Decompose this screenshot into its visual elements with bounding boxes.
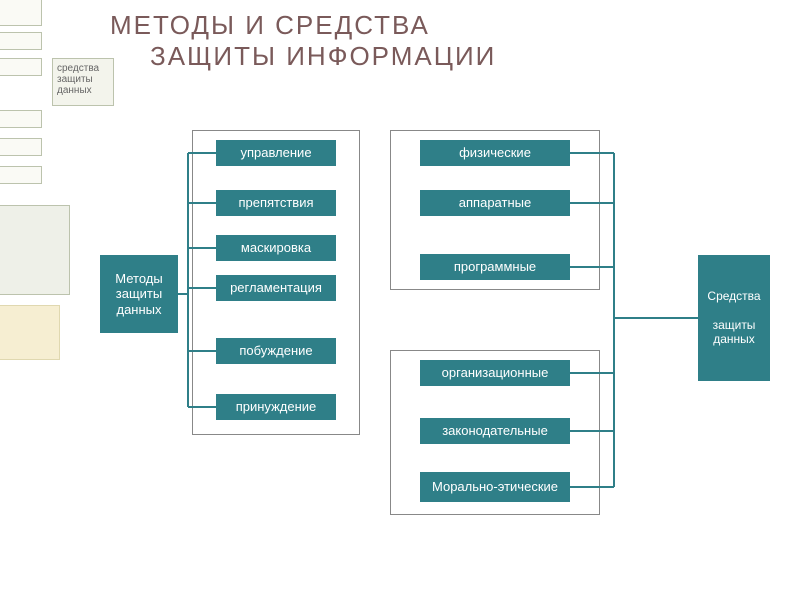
means-box: аппаратные [420, 190, 570, 216]
means-box: физические [420, 140, 570, 166]
means-box: Морально-этические [420, 472, 570, 502]
deco-label-box: средства защиты данных [52, 58, 114, 106]
method-box: регламентация [216, 275, 336, 301]
methods-root-node: Методы защиты данных [100, 255, 178, 333]
title-line2: ЗАЩИТЫ ИНФОРМАЦИИ [150, 41, 496, 72]
means-root-node: Средства защиты данных [698, 255, 770, 381]
means-box: законодательные [420, 418, 570, 444]
method-box: принуждение [216, 394, 336, 420]
means-box: программные [420, 254, 570, 280]
method-box: побуждение [216, 338, 336, 364]
title-line1: МЕТОДЫ И СРЕДСТВА [110, 10, 496, 41]
slide-title: МЕТОДЫ И СРЕДСТВА ЗАЩИТЫ ИНФОРМАЦИИ [110, 10, 496, 72]
means-box: организационные [420, 360, 570, 386]
method-box: управление [216, 140, 336, 166]
method-box: маскировка [216, 235, 336, 261]
method-box: препятствия [216, 190, 336, 216]
